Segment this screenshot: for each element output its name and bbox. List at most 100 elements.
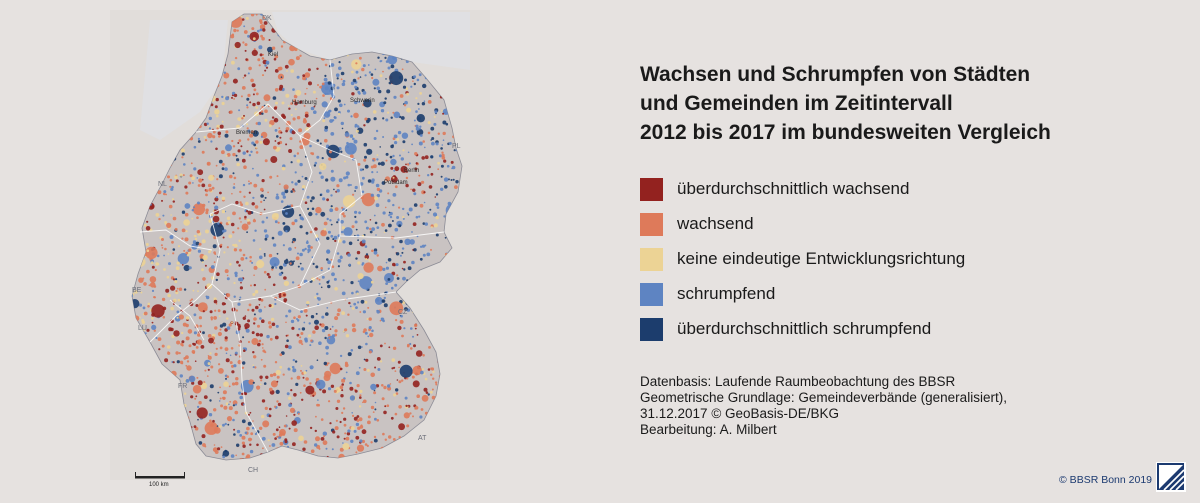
municipality-dot [303, 104, 306, 107]
municipality-dot [183, 163, 186, 166]
municipality-dot [234, 381, 239, 386]
label-pl: PL [452, 143, 461, 150]
municipality-dot [272, 243, 277, 247]
municipality-dot [252, 37, 256, 41]
municipality-dot [205, 229, 209, 234]
municipality-dot [291, 281, 295, 284]
municipality-dot [208, 337, 214, 344]
legend-item-growth: wachsend [640, 211, 1180, 237]
municipality-dot [256, 173, 260, 177]
municipality-dot [247, 308, 250, 312]
municipality-dot [151, 321, 154, 324]
municipality-dot [307, 248, 311, 252]
municipality-dot [410, 347, 413, 350]
municipality-dot [354, 100, 358, 105]
municipality-dot [234, 41, 241, 49]
municipality-dot [259, 426, 263, 430]
municipality-dot [328, 89, 332, 92]
municipality-dot [267, 439, 270, 442]
municipality-dot [330, 384, 335, 388]
municipality-dot [222, 450, 230, 457]
municipality-dot [361, 239, 366, 244]
municipality-dot [381, 181, 386, 185]
municipality-dot [357, 345, 362, 350]
municipality-dot [351, 412, 354, 414]
municipality-dot [397, 325, 402, 331]
municipality-dot [214, 352, 218, 356]
municipality-dot [252, 102, 256, 107]
municipality-dot [259, 28, 263, 32]
municipality-dot [359, 56, 362, 60]
municipality-dot [389, 301, 404, 316]
municipality-dot [349, 184, 352, 186]
municipality-dot [401, 132, 409, 139]
municipality-dot [253, 355, 257, 359]
municipality-dot [373, 391, 377, 395]
map-title-line-2: und Gemeinden im Zeitintervall [640, 92, 953, 115]
municipality-dot [151, 324, 157, 330]
municipality-dot [147, 305, 150, 308]
credits-data-source: Datenbasis: Laufende Raumbeobachtung des… [640, 374, 956, 389]
municipality-dot [381, 397, 385, 401]
legend-swatch-strong-shrinking [640, 317, 663, 341]
municipality-dot [296, 333, 300, 337]
municipality-dot [357, 280, 360, 283]
municipality-dot [338, 66, 342, 71]
municipality-dot [209, 310, 213, 314]
municipality-dot [282, 195, 286, 199]
municipality-dot [263, 364, 267, 368]
municipality-dot [167, 253, 170, 255]
municipality-dot [342, 443, 350, 450]
municipality-dot [243, 30, 248, 34]
municipality-dot [250, 438, 253, 441]
municipality-dot [342, 79, 346, 83]
municipality-dot [334, 107, 338, 112]
municipality-dot [356, 415, 360, 418]
municipality-dot [291, 420, 298, 426]
municipality-dot [373, 438, 378, 443]
municipality-dot [347, 313, 350, 316]
municipality-dot [216, 127, 219, 130]
municipality-dot [231, 370, 235, 374]
municipality-dot [357, 261, 361, 265]
municipality-dot [432, 370, 435, 373]
municipality-dot [398, 206, 401, 209]
municipality-dot [231, 139, 234, 143]
municipality-dot [226, 293, 231, 297]
municipality-dot [236, 158, 240, 162]
municipality-dot [368, 71, 372, 74]
municipality-dot [319, 163, 327, 171]
municipality-dot [296, 116, 301, 120]
municipality-dot [244, 431, 248, 435]
municipality-dot [184, 185, 188, 189]
municipality-dot [309, 382, 312, 385]
municipality-dot [323, 77, 328, 82]
municipality-dot [149, 282, 156, 288]
municipality-dot [357, 273, 364, 280]
municipality-dot [377, 368, 381, 371]
municipality-dot [249, 443, 252, 446]
municipality-dot [424, 222, 428, 226]
municipality-dot [398, 435, 401, 439]
municipality-dot [212, 215, 220, 223]
municipality-dot [418, 108, 420, 110]
municipality-dot [145, 243, 149, 246]
municipality-dot [218, 368, 224, 374]
municipality-dot [334, 287, 338, 291]
municipality-dot [188, 266, 192, 270]
municipality-dot [383, 303, 388, 308]
municipality-dot [196, 216, 199, 219]
municipality-dot [314, 296, 317, 299]
municipality-dot [371, 178, 375, 182]
municipality-dot [283, 184, 289, 190]
municipality-dot [286, 339, 289, 343]
municipality-dot [419, 203, 424, 208]
municipality-dot [324, 138, 328, 143]
municipality-dot [296, 152, 300, 155]
municipality-dot [298, 339, 303, 344]
municipality-dot [350, 115, 353, 118]
municipality-dot [339, 255, 343, 259]
municipality-dot [302, 376, 305, 379]
municipality-dot [252, 381, 255, 384]
municipality-dot [392, 193, 397, 197]
